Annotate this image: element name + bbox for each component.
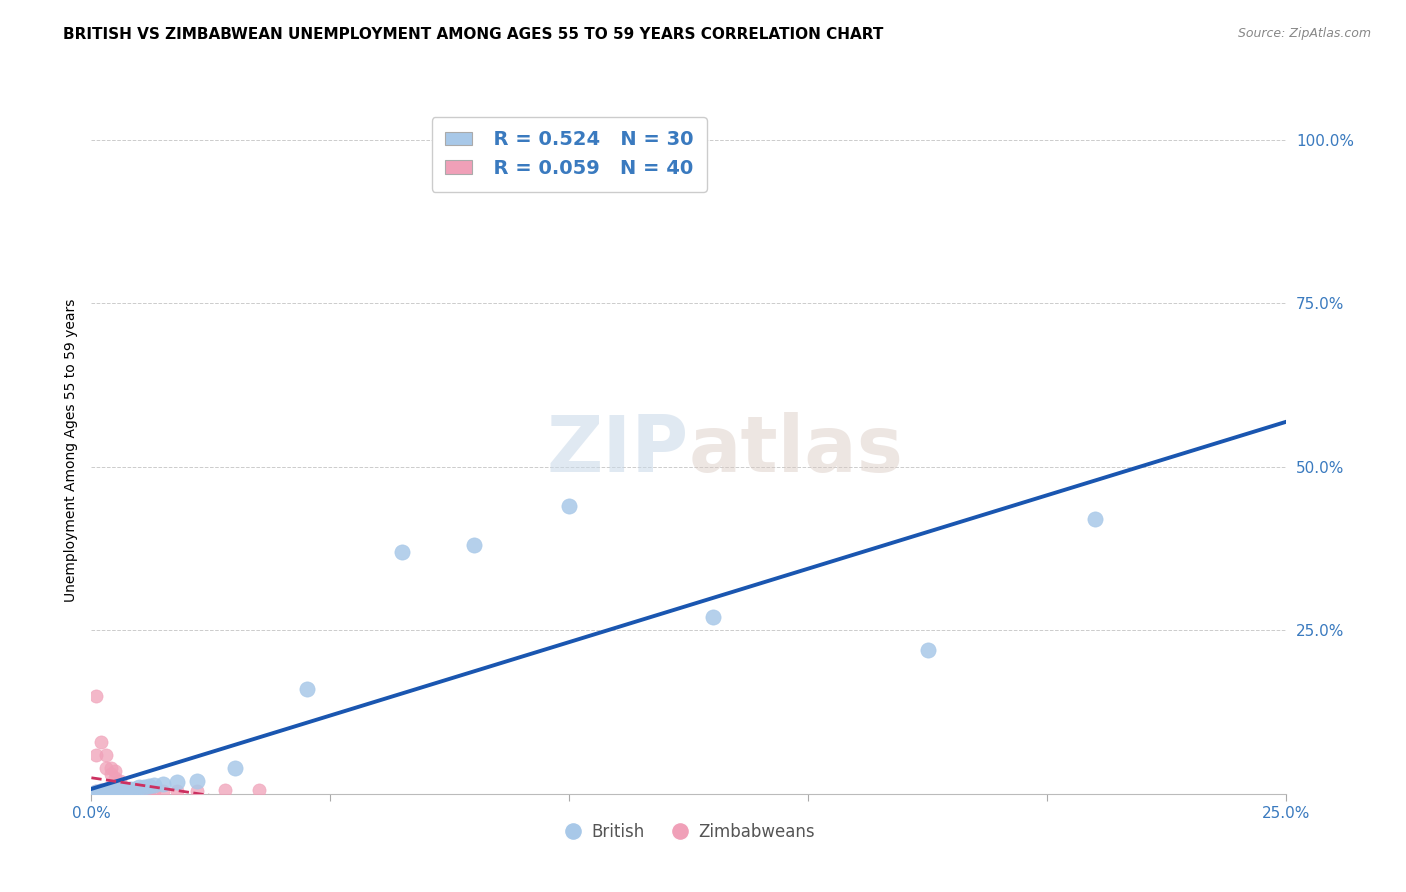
Point — [1084, 512, 1107, 526]
Point — [118, 785, 141, 799]
Point — [84, 783, 107, 797]
Point — [104, 771, 127, 785]
Point — [152, 777, 174, 791]
Point — [108, 783, 131, 797]
Y-axis label: Unemployment Among Ages 55 to 59 years: Unemployment Among Ages 55 to 59 years — [63, 299, 77, 602]
Point — [104, 783, 127, 797]
Point — [104, 764, 127, 778]
Point — [114, 785, 136, 799]
Point — [124, 785, 146, 799]
Point — [100, 785, 122, 799]
Point — [463, 538, 485, 552]
Point — [391, 545, 413, 559]
Text: ZIP: ZIP — [547, 412, 689, 489]
Point — [224, 761, 246, 775]
Point — [94, 747, 117, 762]
Point — [90, 784, 112, 798]
Point — [247, 783, 270, 797]
Point — [90, 785, 112, 799]
Point — [84, 785, 107, 799]
Point — [104, 784, 127, 798]
Point — [166, 783, 188, 797]
Point — [186, 783, 208, 797]
Point — [90, 784, 112, 798]
Point — [100, 761, 122, 775]
Point — [104, 783, 127, 797]
Point — [84, 689, 107, 703]
Point — [132, 780, 155, 795]
Point — [128, 780, 150, 795]
Point — [90, 783, 112, 797]
Point — [138, 779, 160, 793]
Point — [128, 784, 150, 798]
Point — [94, 784, 117, 798]
Text: atlas: atlas — [689, 412, 904, 489]
Point — [114, 782, 136, 797]
Point — [94, 785, 117, 799]
Point — [100, 783, 122, 797]
Point — [100, 784, 122, 798]
Point — [295, 682, 318, 697]
Point — [142, 778, 165, 792]
Point — [118, 784, 141, 798]
Point — [152, 783, 174, 797]
Point — [214, 783, 236, 797]
Point — [108, 773, 131, 788]
Point — [166, 775, 188, 789]
Point — [917, 643, 939, 657]
Point — [118, 781, 141, 796]
Point — [84, 786, 107, 800]
Point — [138, 784, 160, 798]
Point — [94, 785, 117, 799]
Point — [90, 785, 112, 799]
Legend: British, Zimbabweans: British, Zimbabweans — [557, 816, 821, 847]
Point — [94, 781, 117, 796]
Point — [94, 761, 117, 775]
Point — [124, 781, 146, 796]
Point — [94, 783, 117, 797]
Point — [84, 785, 107, 799]
Point — [108, 785, 131, 799]
Text: Source: ZipAtlas.com: Source: ZipAtlas.com — [1237, 27, 1371, 40]
Point — [142, 784, 165, 798]
Point — [104, 785, 127, 799]
Text: BRITISH VS ZIMBABWEAN UNEMPLOYMENT AMONG AGES 55 TO 59 YEARS CORRELATION CHART: BRITISH VS ZIMBABWEAN UNEMPLOYMENT AMONG… — [63, 27, 883, 42]
Point — [100, 783, 122, 797]
Point — [84, 747, 107, 762]
Point — [128, 785, 150, 799]
Point — [94, 784, 117, 798]
Point — [558, 499, 581, 513]
Point — [132, 784, 155, 798]
Point — [90, 734, 112, 748]
Point — [108, 783, 131, 797]
Point — [84, 786, 107, 800]
Point — [702, 610, 724, 624]
Point — [114, 784, 136, 798]
Point — [186, 773, 208, 788]
Point — [100, 767, 122, 781]
